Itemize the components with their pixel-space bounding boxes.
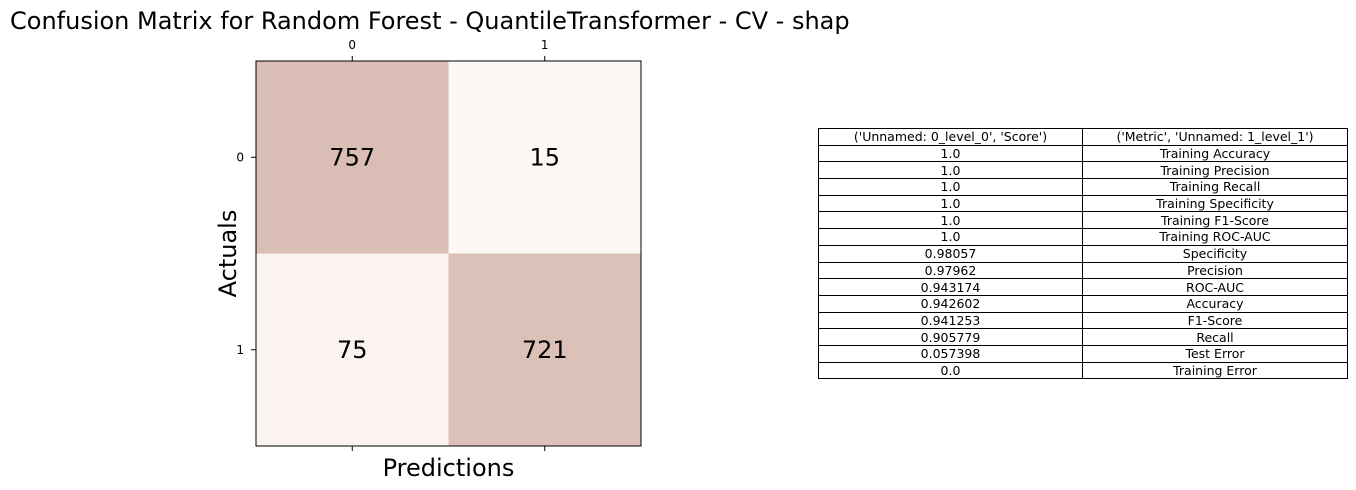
score-cell: 0.941253 xyxy=(818,311,1083,330)
metric-cell: F1-Score xyxy=(1082,311,1348,330)
column-header-metric: ('Metric', 'Unnamed: 1_level_1') xyxy=(1082,128,1348,146)
metric-cell: Accuracy xyxy=(1082,294,1348,313)
metric-cell: Precision xyxy=(1082,261,1348,280)
table-row: 1.0 Training Precision xyxy=(818,161,1348,180)
score-cell: 1.0 xyxy=(818,161,1083,180)
table-row: 0.905779 Recall xyxy=(818,328,1348,346)
y-axis-label: Actuals xyxy=(214,210,242,298)
metric-cell: Specificity xyxy=(1082,244,1348,263)
score-cell: 1.0 xyxy=(818,178,1083,196)
score-cell: 1.0 xyxy=(818,228,1083,246)
table-row: 1.0 Training ROC-AUC xyxy=(818,228,1348,246)
table-body: 1.0 Training Accuracy 1.0 Training Precisio… xyxy=(818,144,1348,380)
metrics-table: ('Unnamed: 0_level_0', 'Score') ('Metric… xyxy=(818,128,1348,380)
table-row: 0.942602 Accuracy xyxy=(818,294,1348,313)
metric-cell: Training Recall xyxy=(1082,178,1348,196)
score-cell: 0.057398 xyxy=(818,344,1083,363)
table-row: 0.941253 F1-Score xyxy=(818,311,1348,330)
x-axis-label: Predictions xyxy=(383,454,515,482)
table-row: 1.0 Training Accuracy xyxy=(818,144,1348,163)
score-cell: 0.97962 xyxy=(818,261,1083,280)
matrix-value-label: 75 xyxy=(337,336,368,364)
table-row: 1.0 Training F1-Score xyxy=(818,211,1348,230)
y-tick-label: 1 xyxy=(236,343,244,357)
score-cell: 0.0 xyxy=(818,361,1083,380)
column-header-score: ('Unnamed: 0_level_0', 'Score') xyxy=(818,128,1083,146)
metric-cell: Training F1-Score xyxy=(1082,211,1348,230)
metric-cell: ROC-AUC xyxy=(1082,278,1348,296)
table-row: 0.0 Training Error xyxy=(818,361,1348,380)
matrix-cell xyxy=(448,61,641,254)
table-row: 1.0 Training Recall xyxy=(818,178,1348,196)
metric-cell: Training Error xyxy=(1082,361,1348,380)
table-row: 0.97962 Precision xyxy=(818,261,1348,280)
metric-cell: Training ROC-AUC xyxy=(1082,228,1348,246)
y-ticks: 01 xyxy=(236,150,256,357)
matrix-value-label: 15 xyxy=(529,143,560,171)
x-tick-label: 1 xyxy=(541,38,549,52)
matrix-frame xyxy=(255,60,642,447)
matrix-cell xyxy=(448,253,641,446)
score-cell: 1.0 xyxy=(818,194,1083,213)
metric-cell: Training Specificity xyxy=(1082,194,1348,213)
metric-cell: Training Accuracy xyxy=(1082,144,1348,163)
matrix-cell xyxy=(256,253,449,446)
y-tick-label: 0 xyxy=(236,150,244,164)
table-row: 0.98057 Specificity xyxy=(818,244,1348,263)
table-header-row: ('Unnamed: 0_level_0', 'Score') ('Metric… xyxy=(818,128,1348,146)
matrix-cell xyxy=(256,61,449,254)
metric-cell: Test Error xyxy=(1082,344,1348,363)
score-cell: 0.905779 xyxy=(818,328,1083,346)
score-cell: 0.98057 xyxy=(818,244,1083,263)
matrix-value-label: 721 xyxy=(522,336,568,364)
score-cell: 1.0 xyxy=(818,144,1083,163)
score-cell: 0.942602 xyxy=(818,294,1083,313)
score-cell: 1.0 xyxy=(818,211,1083,230)
metric-cell: Recall xyxy=(1082,328,1348,346)
table-row: 0.943174 ROC-AUC xyxy=(818,278,1348,296)
metric-cell: Training Precision xyxy=(1082,161,1348,180)
matrix-value-label: 757 xyxy=(329,143,375,171)
figure-title: Confusion Matrix for Random Forest - Qua… xyxy=(10,7,850,35)
table-row: 0.057398 Test Error xyxy=(818,344,1348,363)
score-cell: 0.943174 xyxy=(818,278,1083,296)
table-row: 1.0 Training Specificity xyxy=(818,194,1348,213)
x-tick-label: 0 xyxy=(348,38,356,52)
matrix-cells xyxy=(256,61,641,446)
matrix-value-labels: 757 15 75 721 xyxy=(329,143,567,364)
